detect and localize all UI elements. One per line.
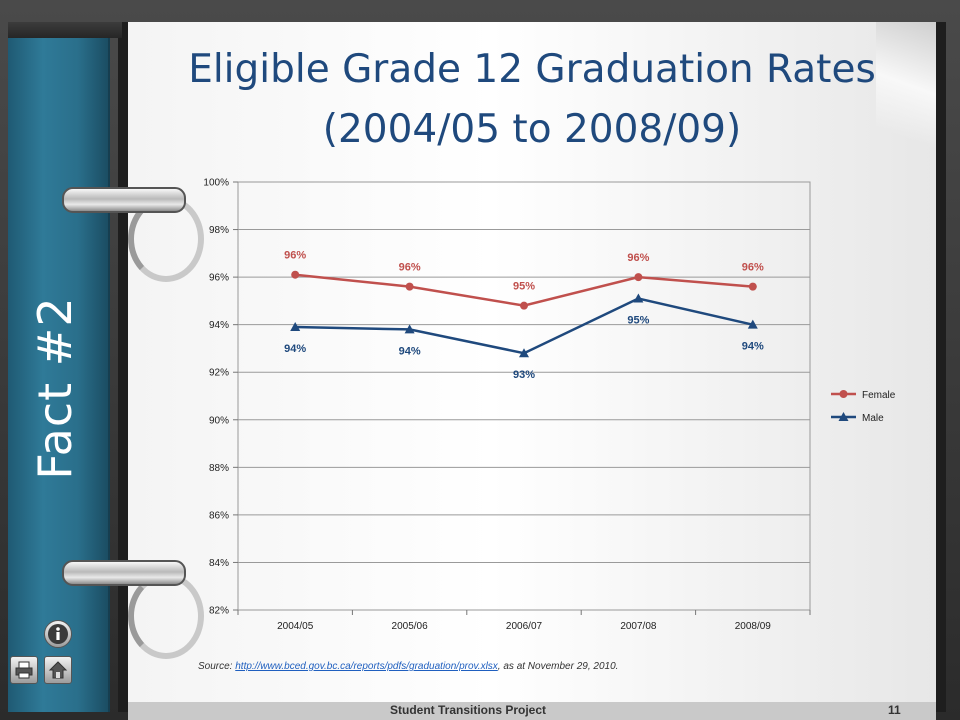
data-label-female: 96% xyxy=(627,252,649,264)
source-link[interactable]: http://www.bced.gov.bc.ca/reports/pdfs/g… xyxy=(235,661,498,672)
x-tick-label: 2005/06 xyxy=(392,621,429,632)
binder-spine-top xyxy=(8,22,122,38)
legend-marker-female xyxy=(839,390,848,398)
data-point-female xyxy=(520,301,528,310)
data-point-female xyxy=(634,273,643,282)
data-label-male: 94% xyxy=(284,343,306,355)
y-tick-label: 82% xyxy=(209,606,229,617)
binder-spine xyxy=(8,38,110,712)
y-tick-label: 92% xyxy=(209,368,229,379)
notebook-page xyxy=(128,22,936,702)
x-tick-label: 2007/08 xyxy=(620,621,657,632)
data-label-male: 94% xyxy=(399,345,421,357)
slide-number: 11 xyxy=(888,703,901,717)
data-point-male xyxy=(633,293,644,303)
title-line-1: Eligible Grade 12 Graduation Rates xyxy=(188,47,876,92)
info-button[interactable] xyxy=(44,620,72,648)
chart-legend: Female Male xyxy=(831,390,896,424)
home-button[interactable] xyxy=(44,656,72,684)
y-tick-label: 98% xyxy=(209,225,229,236)
source-suffix: , as at November 29, 2010. xyxy=(497,661,619,672)
printer-icon xyxy=(15,661,33,679)
legend-label-female: Female xyxy=(862,390,896,401)
data-point-female xyxy=(291,270,300,279)
y-tick-label: 96% xyxy=(209,273,229,284)
data-point-female xyxy=(405,282,414,291)
slide-title: Eligible Grade 12 Graduation Rates (2004… xyxy=(128,40,936,160)
plot-area-border xyxy=(237,181,811,611)
data-label-female: 96% xyxy=(284,250,306,262)
data-point-male xyxy=(747,319,758,329)
legend-label-male: Male xyxy=(862,413,884,424)
data-point-female xyxy=(748,282,757,291)
binder-ring-bottom xyxy=(62,560,186,586)
data-point-male xyxy=(519,348,529,358)
data-label-female: 96% xyxy=(742,262,764,274)
source-note: Source: http://www.bced.gov.bc.ca/report… xyxy=(198,661,618,672)
data-point-male xyxy=(290,322,301,332)
data-label-male: 94% xyxy=(742,341,764,353)
y-tick-label: 84% xyxy=(209,558,229,569)
y-tick-label: 90% xyxy=(209,415,229,426)
binder-ring-top xyxy=(62,187,186,213)
home-icon xyxy=(48,661,68,679)
page-curl xyxy=(876,22,936,182)
data-label-female: 96% xyxy=(399,262,421,274)
title-line-2: (2004/05 to 2008/09) xyxy=(322,107,742,152)
data-point-male xyxy=(404,324,415,334)
legend-marker-male xyxy=(838,412,849,421)
chart-series: 96% 96% 95% 96% 96% 94% 94% 93% 95% 94% xyxy=(284,250,764,381)
data-label-male: 95% xyxy=(627,315,649,327)
y-tick-label: 86% xyxy=(209,510,229,521)
footer-title: Student Transitions Project xyxy=(390,703,547,717)
print-button[interactable] xyxy=(10,656,38,684)
y-tick-label: 100% xyxy=(203,178,229,189)
info-icon xyxy=(48,624,68,644)
x-tick-label: 2006/07 xyxy=(506,621,543,632)
chart-grid xyxy=(238,181,810,611)
data-label-female: 95% xyxy=(513,281,535,293)
x-tick-label: 2008/09 xyxy=(735,621,772,632)
footer-bar xyxy=(128,702,936,720)
source-prefix: Source: xyxy=(198,661,233,672)
y-tick-label: 94% xyxy=(209,320,229,331)
x-tick-label: 2004/05 xyxy=(277,621,314,632)
chart-axes: 82% 84% 86% 88% 90% 92% 94% 96% 98% 100% 2004/05 20… xyxy=(203,178,811,632)
data-label-male: 93% xyxy=(513,369,535,381)
y-tick-label: 88% xyxy=(209,463,229,474)
